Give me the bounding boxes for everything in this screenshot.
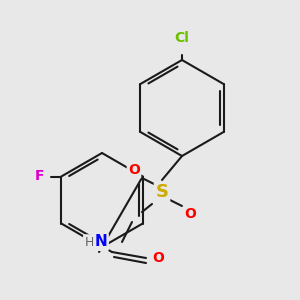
Text: Cl: Cl — [175, 31, 189, 45]
Text: H: H — [84, 236, 94, 248]
Text: F: F — [34, 169, 44, 184]
Text: N: N — [94, 235, 107, 250]
Text: S: S — [155, 183, 169, 201]
Text: O: O — [128, 163, 140, 177]
Text: O: O — [184, 207, 196, 221]
Text: O: O — [152, 251, 164, 265]
